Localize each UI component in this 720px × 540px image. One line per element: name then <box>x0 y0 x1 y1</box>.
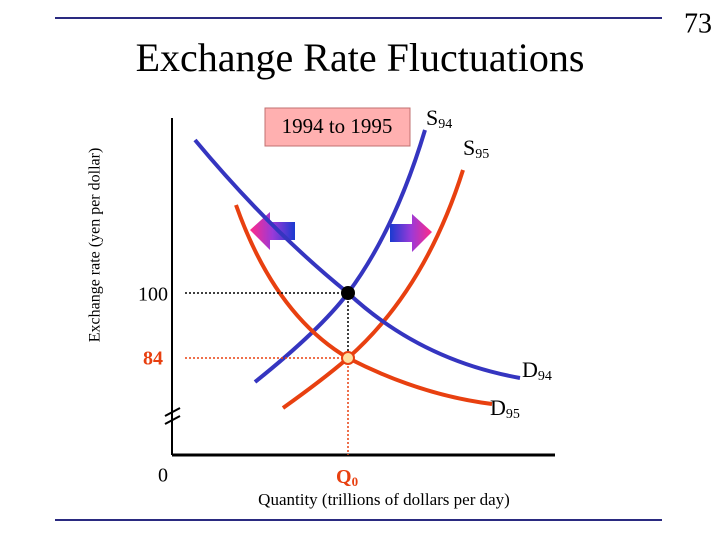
subscript: 0 <box>352 474 359 489</box>
y-label-100: 100 <box>138 284 168 306</box>
curve-label: S94 <box>426 105 452 132</box>
subscript: 94 <box>438 117 452 132</box>
equilibrium-95 <box>341 351 355 365</box>
curve-label: S95 <box>463 135 489 162</box>
quantity-label: Q0 <box>336 466 358 489</box>
subscript: 95 <box>506 407 520 422</box>
demand-94-curve <box>193 138 521 380</box>
title: Exchange Rate Fluctuations <box>136 35 585 80</box>
page-number: 73 <box>684 8 712 39</box>
shift-arrow-left <box>250 212 295 250</box>
period-box <box>264 107 411 147</box>
y-axis-label: Exchange rate (yen per dollar) <box>87 148 104 343</box>
letter: S <box>426 105 438 130</box>
supply-95-curve <box>281 169 465 410</box>
letter: S <box>463 135 475 160</box>
origin-label: 0 <box>158 465 168 487</box>
axis-break <box>164 407 181 417</box>
shift-arrow-right <box>390 214 432 252</box>
axis-break <box>164 415 181 425</box>
y-label-84: 84 <box>143 348 163 370</box>
subscript: 94 <box>538 369 552 384</box>
subscript: 95 <box>475 147 489 162</box>
curve-label: D95 <box>490 395 520 422</box>
letter: Q <box>336 466 352 488</box>
letter: D <box>522 357 538 382</box>
supply-94-curve <box>253 129 427 384</box>
curve-label: D94 <box>522 357 552 384</box>
period-label: 1994 to 1995 <box>282 114 393 138</box>
letter: D <box>490 395 506 420</box>
x-axis-label: Quantity (trillions of dollars per day) <box>258 490 510 509</box>
equilibrium-94 <box>341 286 355 300</box>
